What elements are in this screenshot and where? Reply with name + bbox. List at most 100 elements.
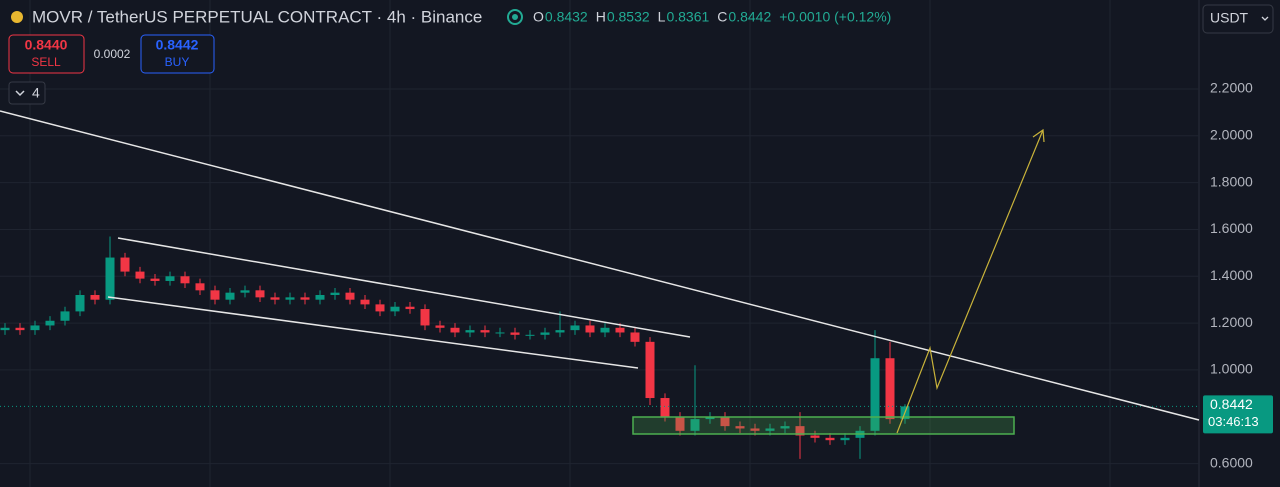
candle-body — [525, 334, 535, 336]
grid-vertical — [29, 0, 1111, 487]
candle-body — [480, 330, 490, 333]
ohlc-value: 0.8532 — [607, 9, 650, 25]
candle-body — [615, 327, 625, 333]
status-dot — [507, 9, 523, 25]
candle-body — [75, 295, 85, 312]
candle-body — [435, 325, 445, 328]
candle-body — [420, 309, 430, 326]
candle-body — [540, 332, 550, 335]
candle-body — [315, 295, 325, 300]
change: +0.0010 (+0.12%) — [779, 9, 891, 25]
candle-body — [30, 325, 40, 331]
candle-body — [345, 292, 355, 300]
candle-body — [690, 419, 700, 431]
ohlc-value: 0.8442 — [728, 9, 771, 25]
plot — [0, 88, 1199, 465]
candle-body — [660, 398, 670, 417]
ohlc-key: L — [658, 9, 666, 25]
ohlc-value: 0.8361 — [666, 9, 709, 25]
candle-body — [495, 332, 505, 334]
currency[interactable]: USDT — [1210, 10, 1249, 26]
y-tick-label: 2.2000 — [1210, 80, 1253, 96]
sell-button[interactable]: 0.8440 SELL — [8, 34, 85, 74]
candle-body — [90, 295, 100, 300]
buy-button[interactable]: 0.8442 BUY — [140, 34, 215, 74]
candle-body — [825, 437, 835, 441]
candle-body — [450, 327, 460, 333]
candle-body — [630, 332, 640, 342]
candle-body — [390, 306, 400, 312]
chevron[interactable] — [1261, 16, 1269, 21]
candle-body — [405, 306, 415, 310]
y-tick-label: 1.8000 — [1210, 173, 1253, 189]
buy-box[interactable] — [140, 34, 215, 74]
buy-label[interactable]: BUY — [165, 55, 190, 69]
candle-body — [150, 278, 160, 281]
sell-label[interactable]: SELL — [31, 55, 61, 69]
candle-body — [45, 320, 55, 326]
candle-body — [255, 290, 265, 298]
candle-body — [360, 299, 370, 305]
indicators-box[interactable] — [8, 81, 46, 105]
status-dot-core — [512, 14, 518, 20]
price-tag-price: 0.8442 — [1210, 396, 1253, 412]
ohlc: O 0.8432 H 0.8532 L 0.8361 C 0.8442 +0.0010 (+0.… — [533, 9, 891, 25]
indicators-toggle[interactable]: 4 — [8, 81, 46, 105]
candle-body — [870, 358, 880, 431]
candle-body — [120, 257, 130, 272]
candle-body — [765, 428, 775, 431]
y-tick-label: 1.6000 — [1210, 220, 1253, 236]
candle-body — [330, 292, 340, 296]
indicators-count[interactable]: 4 — [32, 85, 40, 101]
y-tick-label: 1.2000 — [1210, 314, 1253, 330]
ohlc-key: O — [533, 9, 544, 25]
candle-body — [195, 283, 205, 291]
candle-body — [795, 426, 805, 436]
candle-body — [105, 257, 115, 300]
currency-box[interactable] — [1202, 4, 1274, 34]
candle-body — [885, 358, 895, 420]
ohlc-key: C — [717, 9, 727, 25]
y-tick-label: 1.0000 — [1210, 361, 1253, 377]
candle-body — [570, 325, 580, 331]
ohlc-value: 0.8432 — [545, 9, 588, 25]
candle-body — [705, 416, 715, 420]
candle-body — [465, 330, 475, 333]
candle-body — [180, 276, 190, 284]
y-tick-label: 1.4000 — [1210, 267, 1253, 283]
candle-body — [600, 327, 610, 333]
spread: 0.0002 — [94, 47, 131, 61]
candle-body — [840, 437, 850, 441]
candle-body — [165, 276, 175, 281]
candle-body — [0, 327, 10, 331]
candle-body — [735, 426, 745, 429]
candle-body — [510, 332, 520, 335]
candle-body — [645, 341, 655, 399]
buy-price[interactable]: 0.8442 — [156, 37, 199, 53]
currency-select[interactable]: USDT — [1202, 4, 1274, 34]
price-tag-countdown: 03:46:13 — [1208, 414, 1259, 429]
drawings — [0, 110, 1200, 435]
candle-body — [270, 297, 280, 300]
symbol-icon — [11, 11, 23, 23]
y-tick-label: 2.0000 — [1210, 127, 1253, 143]
candle-body — [675, 416, 685, 431]
candle-body — [15, 327, 25, 331]
candle-body — [300, 297, 310, 300]
sell-price[interactable]: 0.8440 — [25, 37, 68, 53]
ohlc-key: H — [596, 9, 606, 25]
price-tag — [1203, 395, 1273, 434]
candle-body — [555, 330, 565, 333]
candle-body — [780, 426, 790, 429]
chevron[interactable] — [15, 90, 25, 97]
candle-body — [585, 325, 595, 333]
candle-body — [285, 297, 295, 300]
candle-body — [225, 292, 235, 300]
candle-body — [135, 271, 145, 279]
candle-body — [240, 290, 250, 293]
candle-body — [810, 435, 820, 438]
sell-box[interactable] — [8, 34, 85, 74]
symbol-title: MOVR / TetherUS PERPETUAL CONTRACT · 4h … — [32, 7, 482, 26]
candle-body — [375, 304, 385, 312]
